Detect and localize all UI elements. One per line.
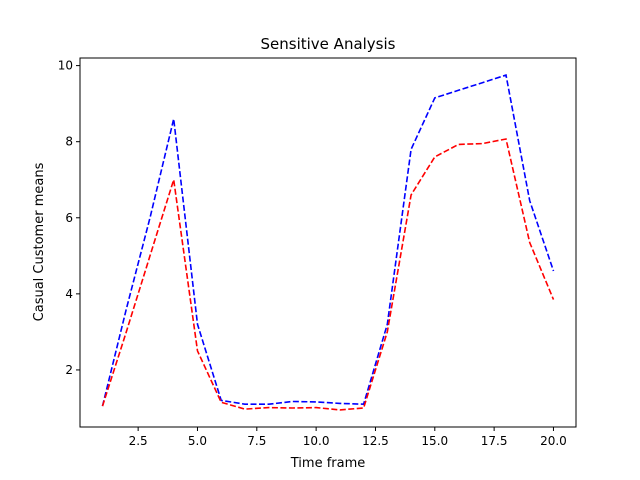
plot-frame <box>79 57 577 428</box>
x-tick-label: 5.0 <box>188 434 207 448</box>
x-tick-label: 20.0 <box>540 434 567 448</box>
y-tick-label: 4 <box>65 287 73 301</box>
x-axis-ticks: 2.5 5.0 7.5 10.0 12.5 15.0 17.5 20.0 <box>129 427 567 448</box>
x-tick-label: 10.0 <box>303 434 330 448</box>
y-axis-ticks: 2 4 6 8 10 <box>58 59 80 377</box>
x-axis-label: Time frame <box>290 456 366 471</box>
x-tick-label: 7.5 <box>247 434 266 448</box>
x-tick-label: 2.5 <box>129 434 148 448</box>
y-tick-label: 8 <box>65 135 73 149</box>
series-lines <box>101 74 555 411</box>
series-line-2 <box>101 138 555 411</box>
series-line-1 <box>101 74 555 407</box>
y-axis-label: Casual Customer means <box>32 162 47 321</box>
y-tick-label: 6 <box>65 211 73 225</box>
chart-title: Sensitive Analysis <box>261 35 396 53</box>
y-tick-label: 10 <box>58 59 73 73</box>
x-tick-label: 17.5 <box>481 434 508 448</box>
x-tick-label: 15.0 <box>421 434 448 448</box>
x-tick-label: 12.5 <box>362 434 389 448</box>
y-tick-label: 2 <box>65 363 73 377</box>
